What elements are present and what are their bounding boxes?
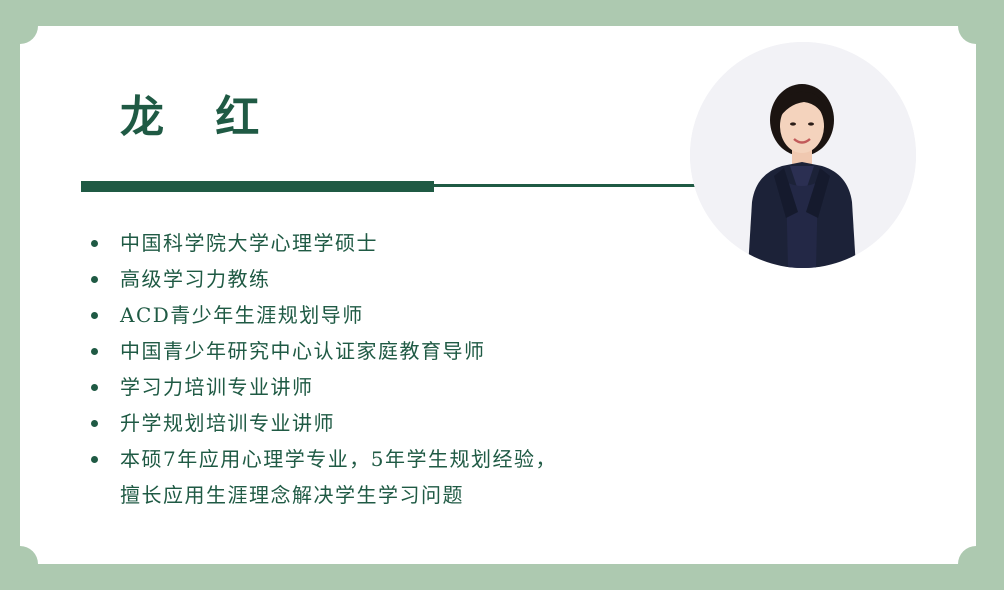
title-divider-thin [434, 184, 696, 187]
credential-text: 学习力培训专业讲师 [120, 375, 314, 399]
bullet-icon [91, 240, 98, 247]
corner-notch [958, 8, 994, 44]
profile-photo [690, 42, 916, 268]
credential-item: 本硕7年应用心理学专业，5年学生规划经验， 擅长应用生涯理念解决学生学习问题 [82, 441, 557, 513]
credential-text: 本硕7年应用心理学专业，5年学生规划经验， [120, 447, 557, 471]
credential-text: 升学规划培训专业讲师 [120, 411, 335, 435]
corner-notch [2, 546, 38, 582]
credential-text: 中国青少年研究中心认证家庭教育导师 [120, 339, 486, 363]
credentials-list: 中国科学院大学心理学硕士 高级学习力教练 ACD青少年生涯规划导师中国青少年研究中心… [82, 225, 557, 513]
profile-card: 龙 红 [2, 8, 994, 582]
credential-item: 升学规划培训专业讲师 [82, 405, 557, 441]
credential-item: 中国青少年研究中心认证家庭教育导师 [82, 333, 557, 369]
bullet-icon [91, 348, 98, 355]
corner-notch [2, 8, 38, 44]
title-divider-thick [81, 181, 434, 192]
bullet-icon [91, 384, 98, 391]
credential-text: 高级学习力教练 [120, 267, 271, 291]
corner-notch [958, 546, 994, 582]
credential-item: ACD青少年生涯规划导师 [82, 297, 557, 333]
bullet-icon [91, 420, 98, 427]
credential-text: 擅长应用生涯理念解决学生学习问题 [120, 483, 464, 507]
bullet-icon [91, 312, 98, 319]
credential-item: 中国科学院大学心理学硕士 [82, 225, 557, 261]
bullet-icon [91, 276, 98, 283]
credential-text: 中国科学院大学心理学硕士 [120, 231, 378, 255]
credential-item: 学习力培训专业讲师 [82, 369, 557, 405]
bullet-icon [91, 456, 98, 463]
person-name: 龙 红 [120, 92, 278, 143]
portrait-illustration [690, 42, 916, 268]
credential-text: ACD青少年生涯规划导师 [120, 303, 364, 327]
credential-item: 高级学习力教练 [82, 261, 557, 297]
